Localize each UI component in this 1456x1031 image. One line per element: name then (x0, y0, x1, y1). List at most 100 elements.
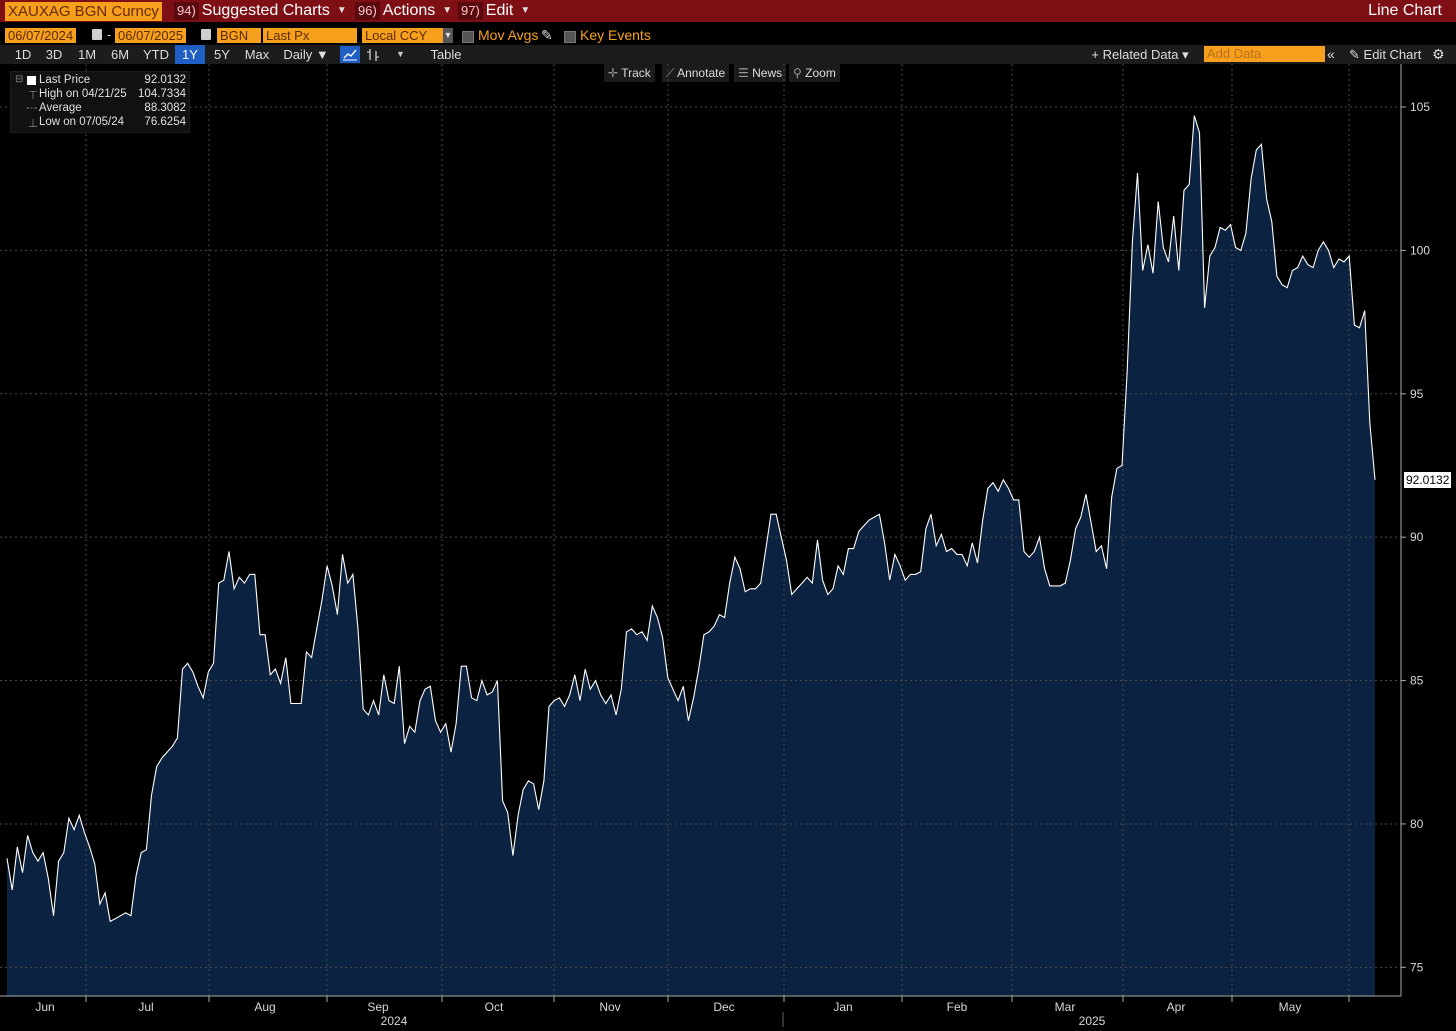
magnifier-icon: ⚲ (793, 66, 802, 80)
news-label: News (752, 66, 783, 80)
y-tick-label: 95 (1410, 387, 1424, 401)
chart-toolbar (0, 45, 1456, 64)
y-tick-label: 75 (1410, 960, 1424, 974)
caret-down-icon: ▼ (336, 5, 347, 16)
source-field[interactable]: BGN (217, 28, 261, 43)
caret-down-icon: ▼ (520, 5, 531, 16)
pencil-icon[interactable]: ✎ (541, 27, 553, 43)
legend-row-high: ⊤ High on 04/21/25 104.7334 (11, 88, 189, 102)
x-month-label: Jul (138, 1000, 153, 1014)
range-5y[interactable]: 5Y (214, 47, 230, 62)
caret-down-icon: ▼ (442, 5, 453, 16)
legend-row-last: ⊟ Last Price 92.0132 (11, 74, 189, 88)
menu-number: 94) (174, 2, 199, 20)
chart-type-dropdown-icon[interactable]: ▼ (396, 49, 405, 59)
edit-chart-button[interactable]: ✎ Edit Chart (1349, 45, 1421, 64)
ticker-field[interactable]: XAUXAG BGN Curncy (5, 2, 162, 21)
legend-average-value: 88.3082 (144, 102, 186, 114)
currency-select[interactable]: Local CCY (362, 28, 446, 43)
chart-legend: ⊟ Last Price 92.0132 ⊤ High on 04/21/25 … (10, 71, 190, 133)
y-tick-label: 90 (1410, 530, 1424, 544)
suggested-charts-menu[interactable]: 94) Suggested Charts ▼ (174, 0, 347, 22)
line-chart-glyph (343, 49, 357, 61)
mov-avgs-checkbox[interactable] (462, 31, 474, 43)
x-month-label: May (1279, 1000, 1302, 1014)
y-tick-label: 100 (1410, 243, 1430, 257)
annotate-icon: ⟋ (666, 66, 675, 80)
frequency-select[interactable]: Daily ▼ (283, 47, 329, 62)
track-tool[interactable]: ✛ Track (604, 64, 655, 82)
collapse-icon[interactable]: « (1327, 46, 1335, 62)
x-month-label: Aug (254, 1000, 275, 1014)
low-marker-icon: ⊥ (28, 118, 39, 130)
key-events-label[interactable]: Key Events (580, 27, 651, 43)
track-label: Track (621, 66, 651, 80)
x-year-label: 2025 (1079, 1014, 1106, 1028)
pencil-icon: ✎ (1349, 47, 1360, 62)
actions-menu[interactable]: 96) Actions ▼ (355, 0, 452, 22)
legend-row-average: -·- Average 88.3082 (11, 102, 189, 116)
bar-chart-glyph (367, 49, 379, 61)
menu-number: 96) (355, 2, 380, 20)
chart-mode-label: Line Chart (1368, 2, 1442, 19)
x-month-label: Nov (599, 1000, 620, 1014)
x-month-label: Jun (35, 1000, 54, 1014)
date-separator: - (107, 27, 112, 42)
range-6m[interactable]: 6M (110, 47, 130, 62)
range-max[interactable]: Max (244, 47, 270, 62)
legend-row-low: ⊥ Low on 07/05/24 76.6254 (11, 116, 189, 130)
x-month-label: Apr (1167, 1000, 1186, 1014)
x-month-label: Jan (833, 1000, 852, 1014)
range-ytd[interactable]: YTD (143, 47, 169, 62)
collapse-toggle-icon[interactable]: ⊟ (15, 74, 24, 85)
menu-label: Suggested Charts (201, 2, 330, 19)
y-tick-label: 105 (1410, 100, 1430, 114)
range-1d[interactable]: 1D (14, 47, 32, 62)
annotate-tool[interactable]: ⟋ Annotate (662, 64, 730, 82)
range-1m[interactable]: 1M (77, 47, 97, 62)
end-date-input[interactable]: 06/07/2025 (115, 28, 187, 43)
menu-label: Edit (485, 2, 514, 19)
gear-icon[interactable]: ⚙ (1432, 46, 1445, 62)
news-tool[interactable]: ☰ News (734, 64, 787, 82)
range-3d[interactable]: 3D (45, 47, 63, 62)
series-line (6, 115, 1376, 923)
range-1y[interactable]: 1Y (175, 45, 205, 64)
calendar-icon[interactable] (92, 29, 102, 40)
related-data-button[interactable]: + Related Data ▾ (1091, 47, 1189, 62)
x-month-label: Dec (713, 1000, 734, 1014)
legend-last-value: 92.0132 (144, 74, 186, 86)
series-area-fill (7, 115, 1375, 997)
edit-chart-label: Edit Chart (1363, 47, 1422, 62)
last-price-badge: 92.0132 (1404, 471, 1452, 488)
legend-high-value: 104.7334 (138, 88, 186, 100)
legend-high-label: High on 04/21/25 (39, 88, 127, 100)
line-chart-icon[interactable] (340, 46, 360, 63)
zoom-tool[interactable]: ⚲ Zoom (789, 64, 840, 82)
legend-last-label: Last Price (39, 74, 91, 86)
annotate-label: Annotate (677, 66, 726, 80)
x-month-label: Feb (947, 1000, 968, 1014)
x-month-label: Oct (485, 1000, 504, 1014)
key-events-checkbox[interactable] (564, 31, 576, 43)
bar-chart-icon[interactable] (363, 46, 383, 63)
start-date-input[interactable]: 06/07/2024 (5, 28, 77, 43)
field-select[interactable]: Last Px (263, 28, 357, 43)
x-month-label: Mar (1055, 1000, 1076, 1014)
mov-avgs-label[interactable]: Mov Avgs (478, 27, 539, 43)
zoom-label: Zoom (805, 66, 836, 80)
calendar-icon[interactable] (201, 29, 211, 40)
currency-dropdown-icon[interactable]: ▼ (443, 28, 453, 43)
y-tick-label: 80 (1410, 817, 1424, 831)
y-tick-label: 85 (1410, 674, 1424, 688)
news-icon: ☰ (738, 66, 749, 80)
crosshair-icon: ✛ (608, 66, 619, 80)
add-data-input[interactable]: Add Data (1204, 46, 1325, 62)
table-button[interactable]: Table (430, 47, 462, 62)
high-marker-icon: ⊤ (28, 90, 39, 102)
edit-menu[interactable]: 97) Edit ▼ (458, 0, 530, 22)
average-marker-icon: -·- (26, 102, 38, 114)
menu-label: Actions (382, 2, 436, 19)
x-year-label: 2024 (381, 1014, 408, 1028)
